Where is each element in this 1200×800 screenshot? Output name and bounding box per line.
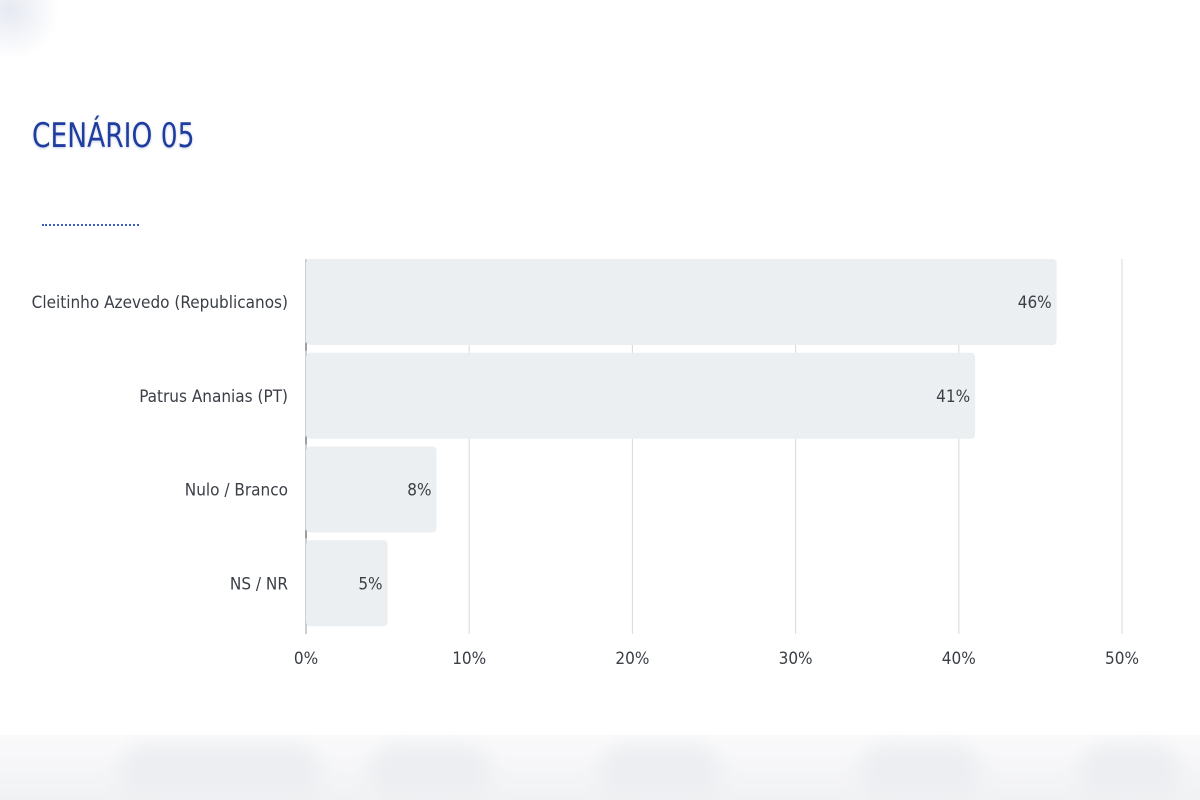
bar [306, 540, 388, 627]
category-label: NS / NR [230, 574, 288, 594]
footer-blur-shape [1080, 745, 1180, 800]
category-labels: Cleitinho Azevedo (Republicanos) Patrus A… [32, 293, 289, 594]
bars [306, 259, 1057, 627]
bar-chart: 0% 10% 20% 30% 40% 50% Cleitinho Azevedo (Rep… [32, 259, 1139, 669]
x-tick-label: 40% [942, 649, 976, 669]
category-label: Cleitinho Azevedo (Republicanos) [32, 293, 288, 313]
x-tick-label: 20% [615, 649, 649, 669]
value-labels: 46% 41% 8% 5% [358, 293, 1051, 594]
category-label: Nulo / Branco [185, 481, 288, 501]
bar [306, 259, 1057, 345]
bar [306, 352, 976, 439]
page-title: CENÁRIO 05 [32, 116, 195, 156]
x-tick-label: 30% [779, 649, 813, 669]
category-label: Patrus Ananias (PT) [139, 387, 288, 407]
footer-blur-shape [120, 745, 320, 800]
value-label: 8% [407, 481, 431, 501]
footer-blur-shape [370, 745, 490, 800]
x-tick-label: 0% [294, 649, 318, 669]
x-tick-label: 10% [452, 649, 486, 669]
value-label: 41% [936, 387, 970, 407]
title-underline-divider [42, 224, 139, 226]
value-label: 5% [358, 574, 382, 594]
x-tick-label: 50% [1105, 649, 1139, 669]
bar [306, 446, 437, 533]
footer-blur-shape [600, 745, 720, 800]
x-axis-ticks: 0% 10% 20% 30% 40% 50% [294, 649, 1139, 669]
value-label: 46% [1018, 293, 1052, 313]
footer-blur-shape [860, 745, 980, 800]
